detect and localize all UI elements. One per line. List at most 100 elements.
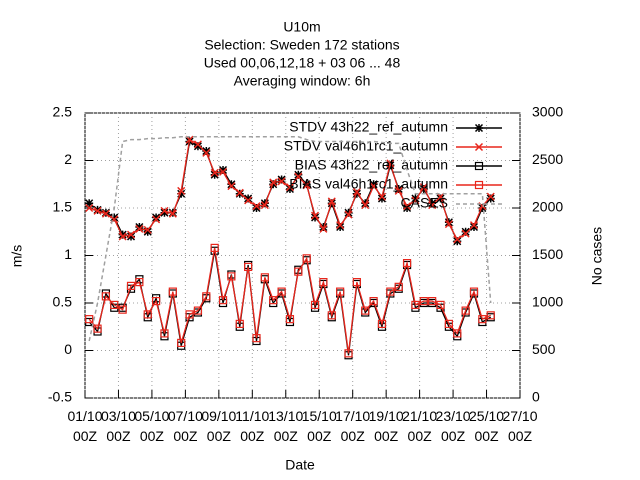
marker [444, 220, 453, 229]
marker [85, 315, 94, 324]
marker [377, 192, 387, 201]
marker [411, 300, 420, 309]
marker [126, 230, 136, 239]
x-tick-line: 00Z [73, 428, 98, 444]
x-tick-line: 11/10 [235, 408, 269, 424]
marker [177, 186, 186, 195]
x-tick-line: 00Z [408, 428, 433, 444]
y2-tick-label: 2000 [532, 199, 563, 215]
marker [344, 208, 353, 217]
marker [474, 123, 484, 133]
marker [202, 146, 211, 156]
marker [135, 224, 144, 233]
marker [428, 297, 437, 306]
marker [361, 201, 370, 210]
y2-tick-label: 0 [532, 389, 540, 405]
marker [285, 315, 295, 324]
marker [118, 232, 127, 241]
marker [135, 222, 144, 232]
marker [244, 262, 253, 271]
x-tick-label: 21/10 00Z [402, 408, 437, 444]
x-tick-line: 13/10 [268, 408, 303, 424]
marker [218, 296, 228, 305]
marker [369, 297, 378, 306]
x-tick-line: 00Z [441, 428, 466, 444]
marker [285, 183, 294, 192]
marker [126, 232, 136, 241]
marker [486, 192, 495, 201]
y2-axis-label: No cases [589, 227, 605, 285]
x-tick-label: 11/10 00Z [235, 408, 269, 444]
y-tick-label: 1 [64, 246, 72, 262]
x-tick-label: 27/10 00Z [502, 408, 537, 444]
marker [277, 287, 286, 296]
marker [118, 230, 127, 239]
legend-label: BIAS 43h22_ref_autumn [295, 157, 448, 173]
marker [403, 202, 412, 211]
marker [377, 319, 387, 328]
marker [419, 184, 428, 194]
x-tick-line: 07/10 [168, 408, 203, 424]
marker [474, 142, 484, 152]
marker [110, 213, 119, 222]
marker [118, 305, 127, 314]
marker [361, 306, 370, 315]
marker [252, 334, 261, 343]
x-tick-line: 23/10 [436, 408, 471, 424]
x-tick-line: 17/10 [335, 408, 370, 424]
x-tick-label: 25/10 00Z [469, 408, 504, 444]
marker [202, 148, 211, 157]
x-tick-line: 27/10 [502, 408, 537, 424]
x-tick-line: 00Z [207, 428, 232, 444]
x-tick-label: 15/10 00Z [302, 408, 337, 444]
y2-tick-label: 500 [532, 341, 556, 357]
marker [478, 315, 487, 324]
marker [193, 142, 202, 151]
legend-label: CASES [401, 195, 448, 211]
y2-tick-label: 3000 [532, 104, 563, 120]
marker [260, 273, 269, 282]
marker [369, 182, 378, 191]
marker [202, 292, 211, 301]
x-tick-line: 00Z [274, 428, 299, 444]
marker [428, 201, 437, 210]
marker [453, 329, 462, 338]
marker [369, 180, 378, 189]
marker [310, 300, 320, 309]
y-tick-label: -0.5 [48, 389, 72, 405]
marker [486, 311, 495, 320]
x-tick-line: 00Z [307, 428, 332, 444]
marker [336, 222, 345, 232]
marker [294, 267, 303, 276]
marker [344, 349, 353, 358]
marker [185, 310, 194, 319]
marker [486, 194, 495, 203]
marker [227, 180, 236, 189]
marker [193, 140, 202, 149]
x-tick-label: 05/10 00Z [134, 408, 169, 444]
marker [101, 209, 110, 218]
marker [277, 177, 286, 186]
y-tick-label: 2.5 [53, 104, 73, 120]
marker [227, 272, 236, 281]
marker [402, 259, 412, 268]
marker [269, 178, 278, 187]
marker [336, 287, 345, 296]
marker [101, 292, 111, 301]
y2-tick-label: 1500 [532, 246, 563, 262]
marker [361, 199, 370, 208]
x-tick-line: 00Z [374, 428, 399, 444]
marker [93, 324, 102, 333]
marker [386, 159, 395, 168]
y-tick-label: 0 [64, 341, 72, 357]
x-tick-line: 00Z [106, 428, 131, 444]
marker [210, 243, 219, 252]
series-line [88, 247, 491, 354]
marker [193, 306, 203, 315]
marker [294, 172, 303, 181]
marker [319, 278, 328, 287]
x-tick-line: 00Z [173, 428, 198, 444]
marker [428, 199, 437, 208]
marker [386, 287, 395, 296]
